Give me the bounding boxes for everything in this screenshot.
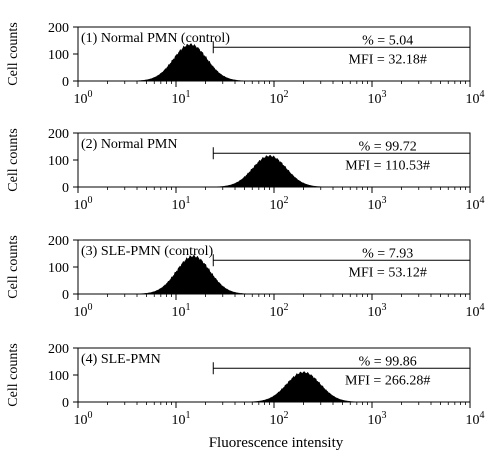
x-tick-label-2-1: 101	[172, 195, 191, 213]
x-tick-label-4-1: 101	[172, 410, 191, 428]
x-tick-label-3-3: 103	[368, 302, 387, 320]
x-tick-label-3-1: 101	[172, 302, 191, 320]
y-tick-label-4-0: 0	[62, 396, 69, 411]
y-tick-label-4-2: 200	[48, 342, 69, 357]
annotation-mfi-1: MFI = 32.18#	[349, 52, 427, 67]
x-tick-label-2-4: 104	[466, 195, 485, 213]
histogram-4	[236, 371, 371, 403]
y-tick-label-2-0: 0	[62, 181, 69, 196]
x-tick-label-1-3: 103	[368, 89, 387, 107]
x-tick-label-3-0: 100	[74, 302, 93, 320]
y-tick-label-1-1: 100	[48, 48, 69, 63]
y-tick-label-3-0: 0	[62, 288, 69, 303]
y-axis-title-4: Cell counts	[6, 343, 21, 406]
x-tick-label-4-4: 104	[466, 410, 485, 428]
histogram-1	[123, 43, 257, 82]
y-tick-label-1-0: 0	[62, 75, 69, 90]
y-tick-label-2-2: 200	[48, 127, 69, 142]
histogram-2	[202, 154, 337, 188]
x-tick-label-4-3: 103	[368, 410, 387, 428]
x-tick-label-1-2: 102	[270, 89, 289, 107]
y-axis-title-2: Cell counts	[6, 128, 21, 191]
histogram-3	[126, 254, 260, 295]
x-tick-label-1-1: 101	[172, 89, 191, 107]
x-tick-label-3-4: 104	[466, 302, 485, 320]
y-axis-title-1: Cell counts	[6, 22, 21, 85]
x-tick-label-1-0: 100	[74, 89, 93, 107]
y-tick-label-3-2: 200	[48, 234, 69, 249]
y-axis-title-3: Cell counts	[6, 235, 21, 298]
x-tick-label-2-2: 102	[270, 195, 289, 213]
annotation-mfi-2: MFI = 110.53#	[345, 158, 430, 173]
panel-title-2: (2) Normal PMN	[81, 137, 177, 152]
panel-title-4: (4) SLE-PMN	[81, 352, 161, 367]
y-tick-label-1-2: 200	[48, 21, 69, 36]
x-tick-label-4-0: 100	[74, 410, 93, 428]
annotation-percent-3: % = 7.93	[362, 246, 413, 261]
x-tick-label-2-3: 103	[368, 195, 387, 213]
panel-title-1: (1) Normal PMN (control)	[81, 31, 230, 46]
annotation-mfi-4: MFI = 266.28#	[345, 373, 430, 388]
x-axis-title: Fluorescence intensity	[209, 435, 344, 451]
annotation-percent-2: % = 99.72	[359, 139, 417, 154]
y-tick-label-2-1: 100	[48, 154, 69, 169]
x-tick-label-2-0: 100	[74, 195, 93, 213]
panel-title-3: (3) SLE-PMN (control)	[81, 244, 214, 259]
annotation-percent-4: % = 99.86	[359, 354, 417, 369]
annotation-percent-1: % = 5.04	[362, 33, 413, 48]
annotation-mfi-3: MFI = 53.12#	[349, 265, 427, 280]
x-tick-label-1-4: 104	[466, 89, 485, 107]
x-tick-label-3-2: 102	[270, 302, 289, 320]
y-tick-label-3-1: 100	[48, 261, 69, 276]
x-tick-label-4-2: 102	[270, 410, 289, 428]
y-tick-label-4-1: 100	[48, 369, 69, 384]
